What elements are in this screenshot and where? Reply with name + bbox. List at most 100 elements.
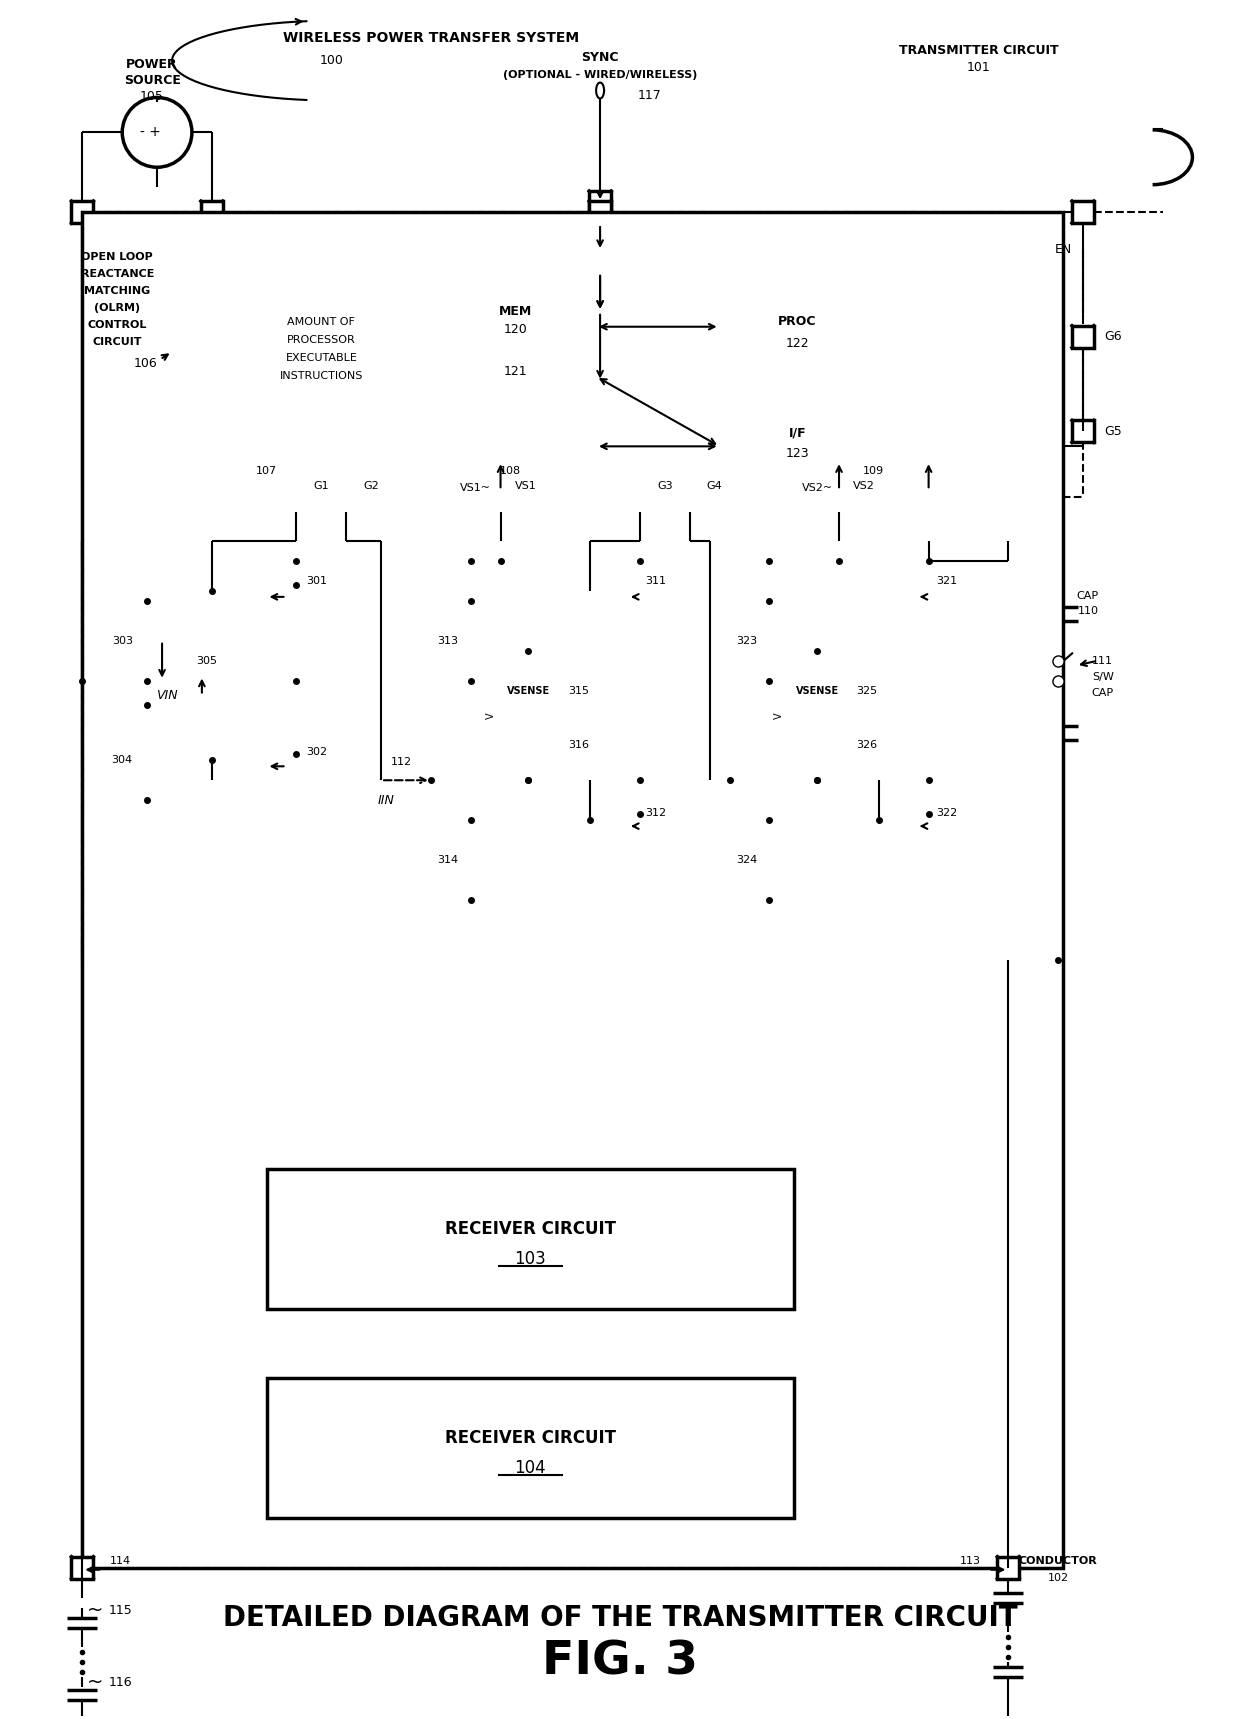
Text: VS1~: VS1~ bbox=[460, 483, 491, 493]
Text: EXECUTABLE: EXECUTABLE bbox=[285, 352, 357, 363]
Bar bbox=[267, 1379, 794, 1518]
Text: 324: 324 bbox=[735, 854, 758, 865]
Text: WIRELESS POWER TRANSFER SYSTEM: WIRELESS POWER TRANSFER SYSTEM bbox=[283, 31, 579, 45]
Text: 304: 304 bbox=[112, 755, 133, 765]
Bar bbox=[719, 397, 874, 497]
Text: AMOUNT OF: AMOUNT OF bbox=[288, 316, 356, 327]
Text: G3: G3 bbox=[657, 481, 672, 492]
Text: VS1: VS1 bbox=[515, 481, 537, 492]
Text: MEM: MEM bbox=[498, 306, 532, 318]
Text: G6: G6 bbox=[1104, 330, 1122, 344]
Text: 100: 100 bbox=[320, 53, 343, 67]
Bar bbox=[430, 292, 595, 456]
Text: OPEN LOOP: OPEN LOOP bbox=[82, 253, 153, 261]
Text: G5: G5 bbox=[1104, 425, 1122, 438]
Text: 107: 107 bbox=[255, 466, 278, 476]
Text: 103: 103 bbox=[515, 1250, 547, 1267]
Bar bbox=[72, 1557, 93, 1578]
Text: VS2~: VS2~ bbox=[801, 483, 833, 493]
Text: 114: 114 bbox=[109, 1556, 130, 1566]
Text: 120: 120 bbox=[503, 323, 527, 337]
Text: 314: 314 bbox=[438, 854, 459, 865]
Text: 101: 101 bbox=[966, 62, 991, 74]
Text: CONTROL: CONTROL bbox=[88, 320, 148, 330]
Text: SYNC: SYNC bbox=[582, 52, 619, 64]
Text: DETAILED DIAGRAM OF THE TRANSMITTER CIRCUIT: DETAILED DIAGRAM OF THE TRANSMITTER CIRC… bbox=[223, 1604, 1017, 1631]
Text: 109: 109 bbox=[863, 466, 884, 476]
Text: CIRCUIT: CIRCUIT bbox=[93, 337, 143, 347]
Text: MATCHING: MATCHING bbox=[84, 285, 150, 296]
Text: TRANSMITTER CIRCUIT: TRANSMITTER CIRCUIT bbox=[899, 45, 1058, 57]
Bar bbox=[285, 490, 308, 512]
Bar bbox=[82, 211, 1063, 1568]
Bar bbox=[828, 490, 849, 512]
Text: 112: 112 bbox=[391, 758, 412, 767]
Text: 105: 105 bbox=[140, 89, 164, 103]
Text: VSENSE: VSENSE bbox=[507, 686, 551, 696]
Bar bbox=[729, 541, 1008, 959]
Text: 115: 115 bbox=[108, 1604, 133, 1618]
Text: ~: ~ bbox=[87, 1600, 104, 1619]
Text: 110: 110 bbox=[1078, 605, 1099, 615]
Text: VSENSE: VSENSE bbox=[796, 686, 838, 696]
Text: 313: 313 bbox=[438, 636, 459, 646]
Text: (OPTIONAL - WIRED/WIRELESS): (OPTIONAL - WIRED/WIRELESS) bbox=[503, 69, 697, 79]
Text: VIN: VIN bbox=[156, 689, 177, 701]
Text: 106: 106 bbox=[133, 358, 157, 370]
Text: 117: 117 bbox=[639, 89, 662, 101]
Text: 108: 108 bbox=[500, 466, 521, 476]
Bar bbox=[446, 347, 580, 421]
Text: 102: 102 bbox=[1048, 1573, 1069, 1583]
Text: 116: 116 bbox=[108, 1676, 133, 1688]
Text: PROC: PROC bbox=[777, 315, 816, 328]
Text: G4: G4 bbox=[707, 481, 723, 492]
Bar bbox=[72, 201, 93, 223]
Text: 321: 321 bbox=[936, 576, 957, 586]
Text: 323: 323 bbox=[735, 636, 756, 646]
Bar bbox=[589, 191, 611, 213]
Text: 305: 305 bbox=[196, 655, 217, 665]
Bar bbox=[1071, 421, 1094, 442]
Text: 122: 122 bbox=[785, 337, 808, 351]
Text: IIN: IIN bbox=[378, 794, 394, 806]
Text: 311: 311 bbox=[645, 576, 666, 586]
Text: EN: EN bbox=[1054, 244, 1071, 256]
Text: CAP: CAP bbox=[1076, 591, 1099, 602]
Text: POWER: POWER bbox=[126, 58, 177, 70]
Text: 104: 104 bbox=[515, 1459, 546, 1477]
Bar bbox=[267, 1169, 794, 1308]
Bar bbox=[486, 670, 570, 760]
Bar bbox=[589, 251, 611, 273]
Bar bbox=[678, 490, 701, 512]
Text: FIG. 3: FIG. 3 bbox=[542, 1640, 698, 1685]
Text: S/W: S/W bbox=[1092, 672, 1114, 682]
Text: 316: 316 bbox=[568, 741, 589, 751]
Text: 315: 315 bbox=[568, 686, 589, 696]
Text: G2: G2 bbox=[363, 481, 379, 492]
Bar bbox=[430, 541, 709, 959]
Text: I/F: I/F bbox=[789, 426, 806, 440]
Bar bbox=[490, 490, 511, 512]
Text: RECEIVER CIRCUIT: RECEIVER CIRCUIT bbox=[445, 1220, 616, 1238]
Text: 303: 303 bbox=[112, 636, 133, 646]
Bar bbox=[1071, 201, 1094, 223]
Text: VS2: VS2 bbox=[853, 481, 875, 492]
Bar bbox=[201, 201, 223, 223]
Text: 326: 326 bbox=[857, 741, 878, 751]
Bar bbox=[997, 1557, 1019, 1578]
Text: 301: 301 bbox=[306, 576, 327, 586]
Bar bbox=[1071, 325, 1094, 347]
Text: ~: ~ bbox=[87, 1673, 104, 1691]
Text: REACTANCE: REACTANCE bbox=[81, 268, 154, 278]
Bar bbox=[589, 201, 611, 223]
Bar bbox=[629, 490, 651, 512]
Text: 113: 113 bbox=[960, 1556, 981, 1566]
Text: SOURCE: SOURCE bbox=[124, 74, 181, 88]
Text: CAP: CAP bbox=[1091, 688, 1114, 698]
Text: V: V bbox=[774, 712, 784, 719]
Text: (OLRM): (OLRM) bbox=[94, 303, 140, 313]
Text: CONDUCTOR: CONDUCTOR bbox=[1018, 1556, 1097, 1566]
Text: PROCESSOR: PROCESSOR bbox=[286, 335, 356, 346]
Bar bbox=[774, 670, 859, 760]
Text: 121: 121 bbox=[503, 364, 527, 378]
